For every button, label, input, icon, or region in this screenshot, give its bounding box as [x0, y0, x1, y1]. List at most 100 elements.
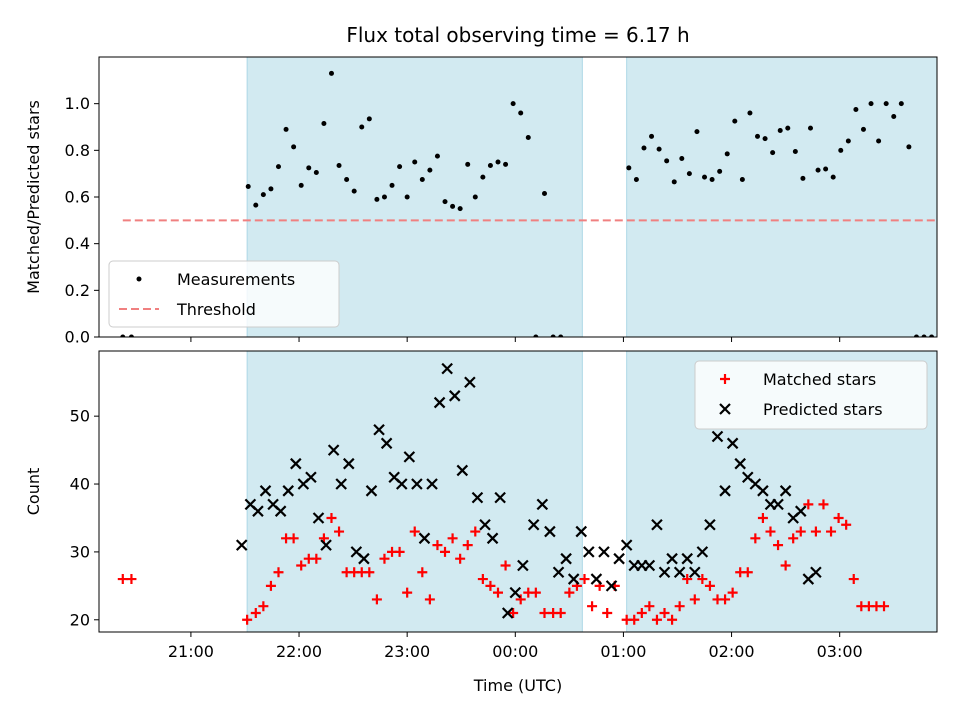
data-point: [389, 182, 395, 188]
data-point: [830, 174, 836, 180]
data-point: [265, 580, 276, 591]
data-point: [455, 553, 466, 564]
y-tick-label: 0.4: [65, 234, 90, 253]
data-point: [296, 560, 307, 571]
data-point: [509, 586, 522, 599]
data-point: [447, 533, 458, 544]
data-point: [527, 518, 540, 531]
bottom-panel: 20 30 40 50 21:00 22:00 23:00 00:00 01:00 02:00 03…: [24, 350, 938, 661]
chart-title: Flux total observing time = 6.17 h: [346, 23, 689, 47]
data-point: [605, 580, 618, 592]
data-point: [755, 133, 761, 139]
data-point: [328, 70, 334, 76]
legend-marker: [719, 403, 731, 415]
data-point: [320, 539, 332, 551]
data-point: [259, 485, 272, 497]
data-point: [290, 457, 302, 470]
observing-window-band: [626, 57, 937, 337]
data-point: [681, 552, 693, 565]
data-point: [587, 601, 598, 612]
data-point: [373, 423, 385, 436]
data-point: [658, 566, 671, 579]
data-point: [727, 587, 738, 598]
data-point: [536, 498, 549, 511]
data-point: [424, 594, 435, 605]
x-tick-label: 01:00: [600, 642, 646, 661]
data-point: [720, 594, 731, 605]
data-point: [253, 202, 259, 208]
data-point: [649, 133, 655, 139]
data-point: [697, 574, 708, 585]
data-point: [674, 601, 685, 612]
data-point: [433, 396, 446, 409]
data-point: [555, 607, 566, 618]
y-tick-label: 50: [70, 407, 90, 426]
y-tick-label: 30: [70, 542, 90, 561]
data-point: [470, 526, 481, 537]
y-axis-label: Matched/Predicted stars: [24, 100, 43, 294]
data-point: [440, 546, 451, 557]
data-point: [494, 491, 506, 504]
top-panel: 0.0 0.2 0.4 0.6 0.8 1.0 Matched/Predicted star…: [24, 56, 938, 347]
y-axis-label: Count: [24, 468, 43, 516]
x-tick-label: 03:00: [817, 642, 863, 661]
data-point: [541, 191, 547, 196]
data-point: [358, 552, 370, 565]
data-point: [510, 101, 516, 107]
data-point: [480, 174, 486, 180]
data-point: [664, 158, 670, 164]
y-tick-label: 40: [70, 475, 90, 494]
data-point: [929, 334, 935, 337]
data-point: [364, 567, 375, 578]
data-point: [402, 587, 413, 598]
data-point: [501, 607, 514, 619]
plot-area: [117, 351, 937, 632]
data-point: [564, 587, 575, 598]
data-point: [500, 560, 511, 571]
data-point: [921, 334, 927, 337]
data-point: [495, 159, 501, 165]
data-point: [365, 485, 378, 497]
data-point: [643, 559, 656, 572]
y-tick-label: 0.0: [65, 328, 90, 347]
data-point: [785, 125, 791, 131]
data-point: [734, 457, 746, 470]
data-point: [659, 607, 670, 618]
data-point: [525, 135, 531, 140]
data-point: [810, 526, 821, 537]
data-point: [598, 546, 610, 558]
data-point: [742, 567, 753, 578]
data-point: [335, 478, 347, 490]
data-point: [359, 124, 365, 130]
data-point: [794, 505, 807, 517]
x-tick-label: 00:00: [492, 642, 538, 661]
data-point: [879, 601, 890, 612]
data-point: [711, 430, 724, 443]
data-point: [583, 546, 595, 558]
x-tick-label: 21:00: [168, 642, 214, 661]
data-point: [283, 126, 289, 132]
data-point: [258, 601, 269, 612]
data-point: [479, 518, 491, 531]
data-point: [462, 540, 473, 551]
data-point: [667, 614, 678, 625]
data-point: [891, 114, 897, 119]
legend-label: Measurements: [177, 270, 295, 289]
data-point: [860, 126, 866, 132]
data-point: [633, 177, 639, 182]
data-point: [689, 594, 700, 605]
data-point: [656, 146, 662, 152]
data-point: [694, 129, 700, 135]
data-point: [530, 587, 541, 598]
legend-box: [694, 360, 928, 430]
data-point: [552, 566, 565, 579]
data-point: [765, 526, 776, 537]
data-point: [644, 601, 655, 612]
data-point: [432, 540, 443, 551]
x-axis-label: Time (UTC): [473, 676, 562, 695]
data-point: [456, 464, 469, 477]
data-point: [732, 118, 738, 124]
data-point: [800, 175, 806, 181]
data-point: [773, 540, 784, 551]
data-point: [818, 499, 829, 510]
